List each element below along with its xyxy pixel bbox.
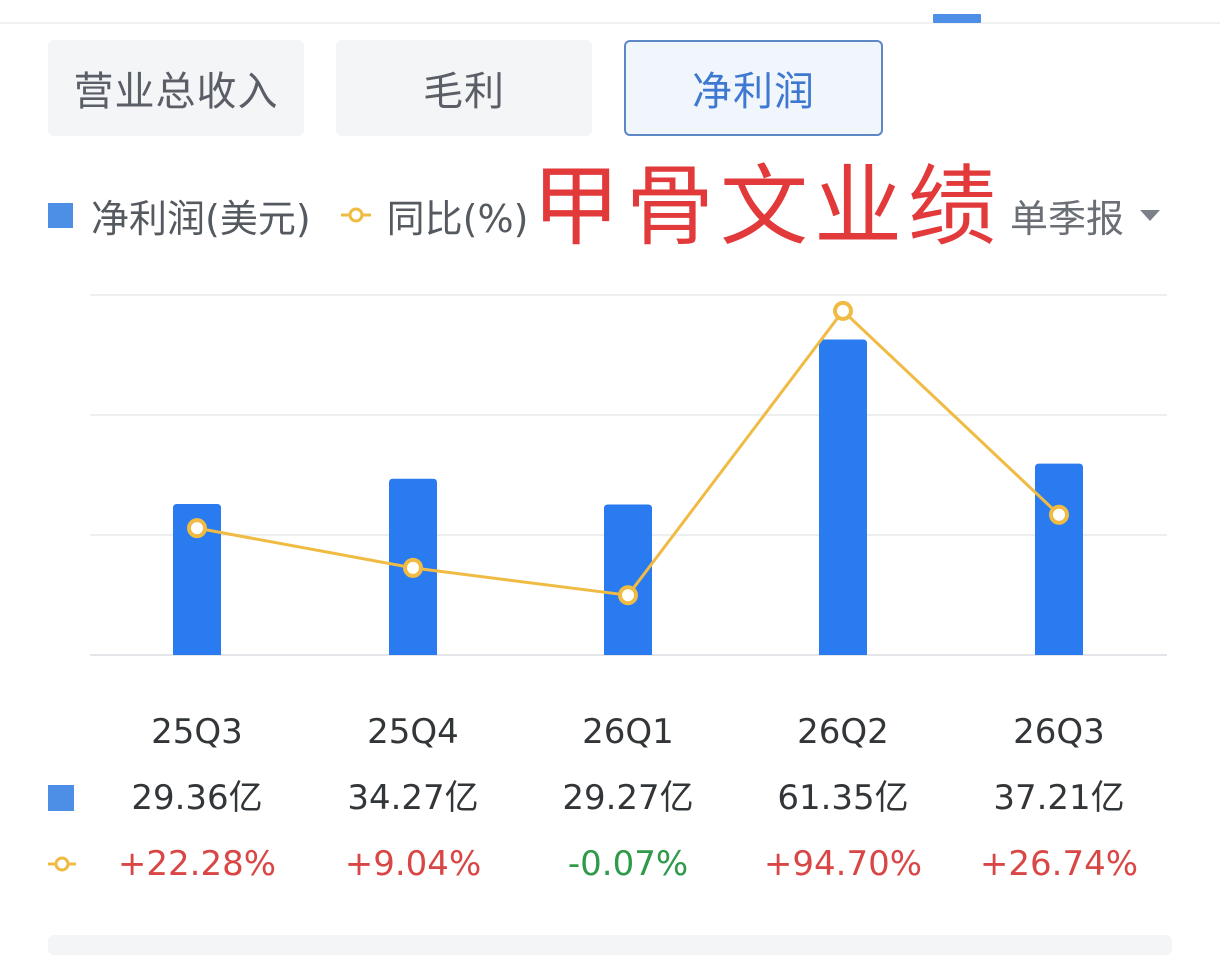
line-legend-label: 同比(%)	[386, 196, 529, 241]
chevron-down-icon	[1140, 209, 1160, 221]
yoy-value: +22.28%	[117, 844, 277, 884]
category-label: 26Q3	[1013, 712, 1105, 752]
bar-legend-swatch	[48, 202, 73, 228]
line-legend-icon	[340, 207, 371, 223]
watermark-text: 甲骨文业绩	[532, 155, 1003, 258]
yoy-value: +26.74%	[979, 844, 1139, 884]
category-label: 25Q4	[367, 712, 459, 752]
bar	[604, 504, 652, 655]
yoy-point	[618, 585, 638, 606]
period-dropdown-label: 单季报	[1009, 196, 1124, 241]
bottom-card	[48, 935, 1172, 955]
category-label: 26Q2	[797, 712, 889, 752]
tab-indicator	[933, 14, 981, 23]
pct-row: +22.28% +9.04% -0.07% +94.70% +26.74%	[0, 834, 1220, 894]
category-row: 25Q3 25Q4 26Q1 26Q2 26Q3	[0, 702, 1220, 762]
bar	[173, 504, 221, 655]
net-profit-value: 61.35亿	[777, 778, 909, 818]
yoy-value: +94.70%	[763, 844, 923, 884]
net-profit-value: 29.27亿	[562, 778, 694, 818]
bar-legend-label: 净利润(美元)	[91, 196, 311, 241]
yoy-point	[187, 518, 207, 539]
tab-net-profit[interactable]: 净利润	[624, 40, 883, 136]
yoy-point	[833, 300, 853, 321]
yoy-value: +9.04%	[344, 844, 482, 884]
value-row: 29.36亿 34.27亿 29.27亿 61.35亿 37.21亿	[0, 768, 1220, 828]
bar	[819, 339, 867, 655]
net-profit-value: 29.36亿	[131, 778, 263, 818]
yoy-point	[403, 557, 423, 578]
net-profit-chart	[90, 294, 1167, 656]
net-profit-value: 34.27亿	[347, 778, 479, 818]
yoy-value: -0.07%	[567, 844, 689, 884]
bar-row-key-icon	[48, 785, 74, 811]
period-dropdown[interactable]: 单季报	[1009, 190, 1160, 241]
line-row-key-icon	[48, 856, 76, 872]
yoy-point	[1049, 504, 1069, 525]
category-label: 26Q1	[582, 712, 674, 752]
net-profit-value: 37.21亿	[993, 778, 1125, 818]
category-label: 25Q3	[151, 712, 243, 752]
chart-legend: 净利润(美元) 同比(%)	[48, 190, 529, 241]
bar	[1035, 463, 1083, 655]
tab-gross-profit[interactable]: 毛利	[336, 40, 592, 136]
tab-revenue[interactable]: 营业总收入	[48, 40, 304, 136]
top-divider	[0, 22, 1220, 24]
